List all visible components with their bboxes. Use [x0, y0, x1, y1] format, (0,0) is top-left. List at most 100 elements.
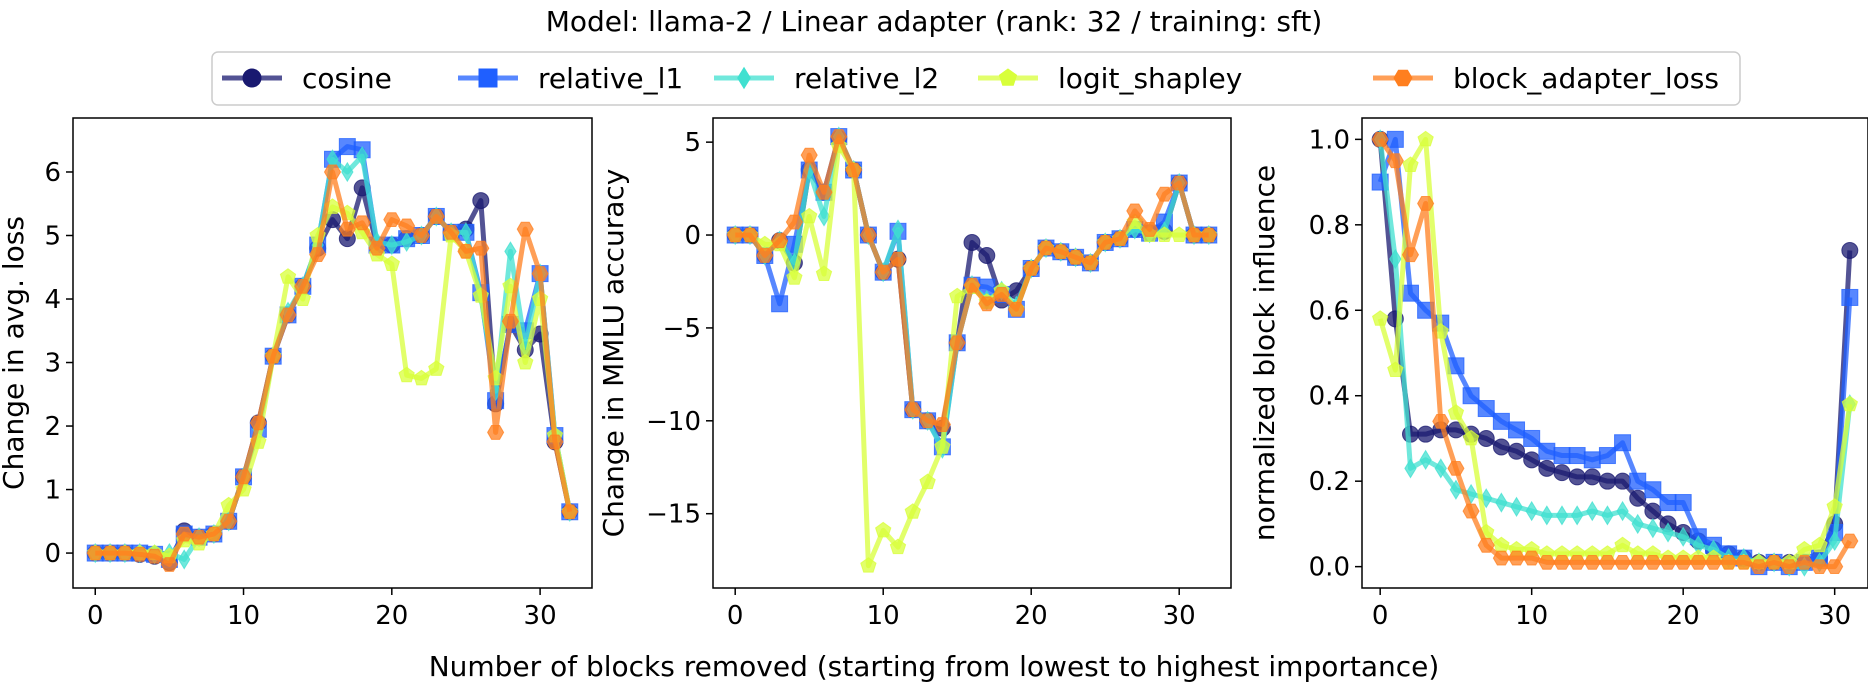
- data-point: [160, 557, 178, 572]
- data-point: [1510, 496, 1523, 517]
- data-point: [1417, 130, 1434, 147]
- data-point: [442, 224, 460, 240]
- data-point: [1568, 447, 1586, 465]
- data-point: [101, 545, 119, 561]
- series-line: [1377, 136, 1853, 570]
- data-point: [86, 545, 104, 561]
- data-point: [1828, 530, 1841, 552]
- data-point: [1156, 226, 1173, 243]
- data-point: [1540, 505, 1554, 526]
- data-point: [1614, 536, 1631, 553]
- data-point: [1810, 559, 1829, 575]
- data-point: [1614, 472, 1632, 490]
- data-point: [1646, 518, 1660, 539]
- data-point: [817, 206, 831, 227]
- data-point: [756, 248, 774, 263]
- legend-label: block_adapter_loss: [1453, 62, 1719, 95]
- legend-label: cosine: [302, 62, 392, 95]
- data-point: [1495, 492, 1508, 513]
- y-tick-label: 4: [44, 285, 61, 315]
- data-point: [249, 415, 267, 431]
- data-point: [1538, 459, 1556, 477]
- data-point: [1477, 429, 1495, 447]
- data-point: [1389, 248, 1402, 270]
- data-point: [1614, 434, 1632, 452]
- data-point: [1492, 438, 1510, 456]
- data-point: [933, 417, 951, 432]
- data-point: [1631, 513, 1644, 535]
- data-point: [1629, 472, 1647, 490]
- y-tick-label: −5: [663, 314, 701, 344]
- data-point: [1674, 494, 1692, 512]
- data-point: [1841, 395, 1859, 412]
- data-point: [175, 526, 193, 542]
- data-point: [205, 526, 223, 542]
- data-point: [1629, 554, 1647, 570]
- data-point: [1432, 413, 1450, 429]
- data-point: [1462, 429, 1480, 446]
- data-point: [815, 265, 833, 282]
- figure-xlabel: Number of blocks removed (starting from …: [429, 650, 1440, 683]
- legend-item-block_adapter_loss: block_adapter_loss: [1373, 62, 1719, 95]
- data-point: [1067, 249, 1085, 265]
- data-point: [1568, 468, 1586, 486]
- data-point: [1601, 505, 1614, 526]
- data-point: [889, 538, 907, 555]
- data-point: [1185, 227, 1203, 243]
- y-tick-label: 1: [44, 476, 61, 506]
- data-point: [1141, 222, 1159, 237]
- data-point: [815, 184, 833, 200]
- x-tick-label: 0: [1372, 601, 1389, 631]
- data-point: [1171, 226, 1188, 243]
- data-point: [1553, 554, 1571, 570]
- data-point: [1720, 554, 1738, 570]
- data-point: [383, 212, 401, 228]
- data-point: [919, 413, 937, 429]
- legend: cosine relative_l1 relative_l2 logit_shaple…: [211, 51, 1741, 106]
- y-tick-label: 2: [44, 412, 61, 442]
- legend-item-relative_l2: relative_l2: [714, 62, 939, 95]
- y-axis-label: Change in MMLU accuracy: [597, 169, 630, 538]
- data-point: [1583, 554, 1601, 570]
- data-point: [178, 549, 191, 570]
- data-point: [1568, 554, 1586, 570]
- data-point: [516, 221, 534, 237]
- data-point: [1570, 505, 1584, 526]
- axes-frame: [72, 117, 593, 589]
- data-point: [1417, 425, 1435, 443]
- data-point: [264, 348, 282, 364]
- data-point: [1462, 387, 1480, 405]
- data-point: [1689, 554, 1707, 570]
- data-point: [383, 255, 401, 272]
- data-point: [1492, 412, 1510, 430]
- data-point: [338, 138, 356, 156]
- data-point: [771, 295, 789, 313]
- data-point: [875, 521, 892, 538]
- data-point: [294, 278, 312, 294]
- legend-marker: [998, 68, 1018, 86]
- data-point: [341, 161, 354, 183]
- data-point: [504, 241, 517, 262]
- data-point: [355, 145, 369, 167]
- y-tick-label: −10: [646, 407, 701, 437]
- y-tick-label: 5: [684, 128, 701, 158]
- legend-item-relative_l1: relative_l1: [458, 62, 683, 95]
- y-tick-label: 1.0: [1309, 125, 1350, 155]
- data-point: [1387, 361, 1404, 378]
- data-point: [457, 243, 475, 259]
- data-point: [904, 503, 921, 519]
- data-point: [1462, 503, 1480, 519]
- data-point: [546, 434, 564, 450]
- data-point: [1644, 481, 1662, 499]
- data-point: [859, 227, 877, 243]
- data-point: [1555, 505, 1569, 526]
- data-point: [1523, 429, 1541, 447]
- legend-frame: [211, 51, 1741, 106]
- data-point: [1586, 500, 1599, 522]
- data-point: [412, 228, 431, 243]
- panel-2: 0 10 20 30 5 0 −5 −10 −15 Change in MMLU accuracy: [597, 117, 1232, 631]
- data-point: [726, 227, 744, 243]
- legend-label: relative_l2: [794, 62, 939, 95]
